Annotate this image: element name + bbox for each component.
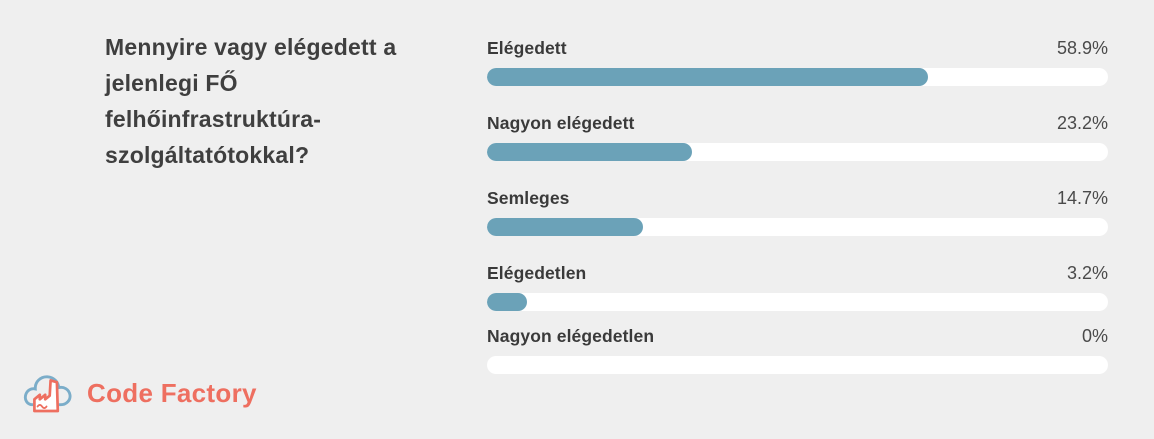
brand-name: Code Factory bbox=[87, 377, 257, 408]
poll-option-row: Nagyon elégedett 23.2% bbox=[487, 113, 1108, 161]
option-bar-track bbox=[487, 356, 1108, 374]
poll-option-row: Elégedetlen 3.2% bbox=[487, 263, 1108, 311]
option-bar-track bbox=[487, 293, 1108, 311]
option-label: Elégedetlen bbox=[487, 263, 587, 283]
poll-question-line: jelenlegi FŐ bbox=[105, 70, 238, 96]
option-header: Elégedetlen 3.2% bbox=[487, 263, 1108, 284]
option-bar-fill bbox=[487, 143, 692, 161]
option-label: Nagyon elégedett bbox=[487, 113, 635, 133]
poll-question: Mennyire vagy elégedett a jelenlegi FŐ f… bbox=[105, 29, 445, 173]
poll-option-row: Nagyon elégedetlen 0% bbox=[487, 326, 1108, 374]
option-percentage: 0% bbox=[1081, 326, 1108, 346]
poll-results-chart: Elégedett 58.9% Nagyon elégedett 23.2% S… bbox=[487, 38, 1108, 374]
option-header: Elégedett 58.9% bbox=[487, 38, 1108, 59]
poll-question-line: Mennyire vagy elégedett a bbox=[105, 34, 397, 60]
option-percentage: 14.7% bbox=[1056, 188, 1108, 208]
option-bar-track bbox=[487, 218, 1108, 236]
option-label: Semleges bbox=[487, 188, 570, 208]
option-bar-fill bbox=[487, 68, 928, 86]
poll-question-line: szolgáltatótokkal? bbox=[105, 142, 310, 168]
option-percentage: 3.2% bbox=[1066, 263, 1108, 283]
option-header: Nagyon elégedett 23.2% bbox=[487, 113, 1108, 134]
option-bar-fill bbox=[487, 293, 527, 311]
option-percentage: 58.9% bbox=[1056, 38, 1108, 58]
poll-option-row: Semleges 14.7% bbox=[487, 188, 1108, 236]
cloud-factory-icon bbox=[23, 375, 72, 413]
option-bar-track bbox=[487, 68, 1108, 86]
option-label: Nagyon elégedetlen bbox=[487, 326, 655, 346]
option-bar-fill bbox=[487, 218, 643, 236]
poll-question-line: felhőinfrastruktúra- bbox=[105, 106, 322, 132]
option-header: Nagyon elégedetlen 0% bbox=[487, 326, 1108, 347]
brand-footer: Code Factory bbox=[20, 366, 257, 420]
poll-option-row: Elégedett 58.9% bbox=[487, 38, 1108, 86]
option-percentage: 23.2% bbox=[1056, 113, 1108, 133]
option-label: Elégedett bbox=[487, 38, 567, 58]
option-header: Semleges 14.7% bbox=[487, 188, 1108, 209]
option-bar-track bbox=[487, 143, 1108, 161]
